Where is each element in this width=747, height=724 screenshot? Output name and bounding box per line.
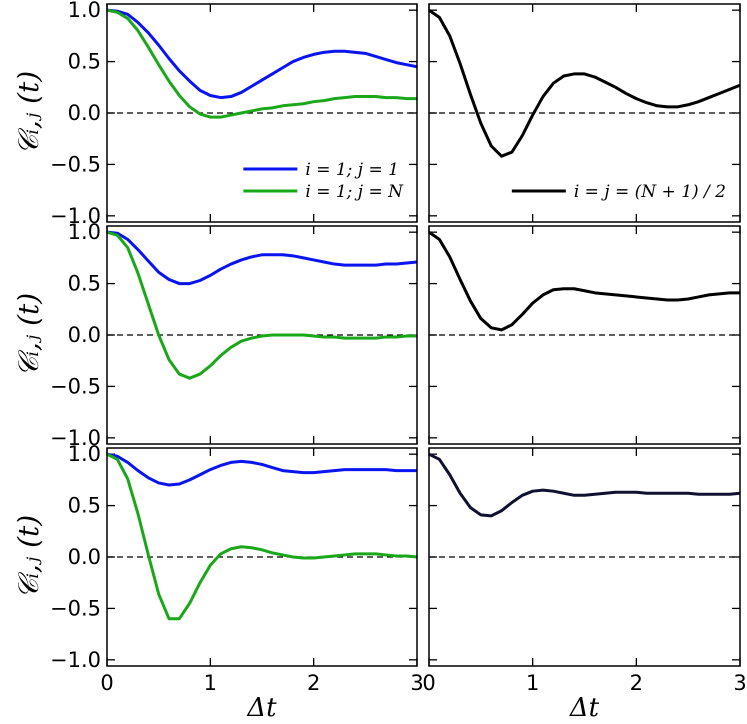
x-tick-label: 2: [307, 671, 320, 695]
series-line: [428, 452, 741, 518]
y-tick-label: 0.0: [68, 545, 101, 569]
y-tick-label: −1.0: [50, 648, 101, 672]
y-tick-label: 0.0: [68, 323, 101, 347]
x-axis-label: Δt: [569, 693, 600, 720]
y-tick-label: −0.5: [50, 152, 101, 176]
axes-frame: [428, 3, 741, 223]
y-axis-label: 𝒞ᵢ,ⱼ (t): [12, 293, 45, 377]
series-line: [106, 452, 417, 487]
y-tick-label: 1.0: [68, 0, 101, 22]
y-tick-label: 0.5: [68, 494, 101, 518]
x-tick-label: 2: [630, 671, 643, 695]
legend-label: i = j = (N + 1) / 2: [574, 182, 726, 202]
x-tick-label: 3: [410, 671, 423, 695]
x-tick-label: 0: [422, 671, 435, 695]
x-tick-label: 1: [526, 671, 539, 695]
series-line: [106, 230, 417, 380]
series-line: [428, 8, 741, 158]
y-tick-label: −0.5: [50, 374, 101, 398]
series-line: [428, 230, 740, 332]
y-tick-label: 1.0: [68, 220, 101, 244]
series-line: [106, 8, 418, 100]
y-tick-label: −1.0: [50, 426, 101, 450]
axes-frame: [106, 225, 418, 445]
axes-frame: [428, 225, 741, 445]
x-axis-label: Δt: [246, 693, 277, 720]
x-tick-label: 1: [204, 671, 217, 695]
legend-label: i = 1; j = N: [305, 182, 404, 202]
series-line: [106, 8, 417, 119]
y-tick-label: 1.0: [68, 442, 101, 466]
y-tick-label: 0.0: [68, 101, 101, 125]
y-tick-label: 0.5: [68, 50, 101, 74]
x-tick-label: 0: [100, 671, 113, 695]
axes-frame: [106, 447, 418, 667]
y-tick-label: 0.5: [68, 272, 101, 296]
series-line: [106, 452, 418, 621]
y-tick-label: −1.0: [50, 204, 101, 228]
series-line: [106, 230, 418, 286]
axes-frame: [428, 447, 741, 667]
y-tick-label: −0.5: [50, 596, 101, 620]
axes-frame: [106, 3, 418, 223]
x-tick-label: 3: [733, 671, 746, 695]
legend-label: i = 1; j = 1: [305, 160, 399, 180]
y-axis-label: 𝒞ᵢ,ⱼ (t): [12, 71, 45, 155]
y-axis-label: 𝒞ᵢ,ⱼ (t): [12, 515, 45, 599]
